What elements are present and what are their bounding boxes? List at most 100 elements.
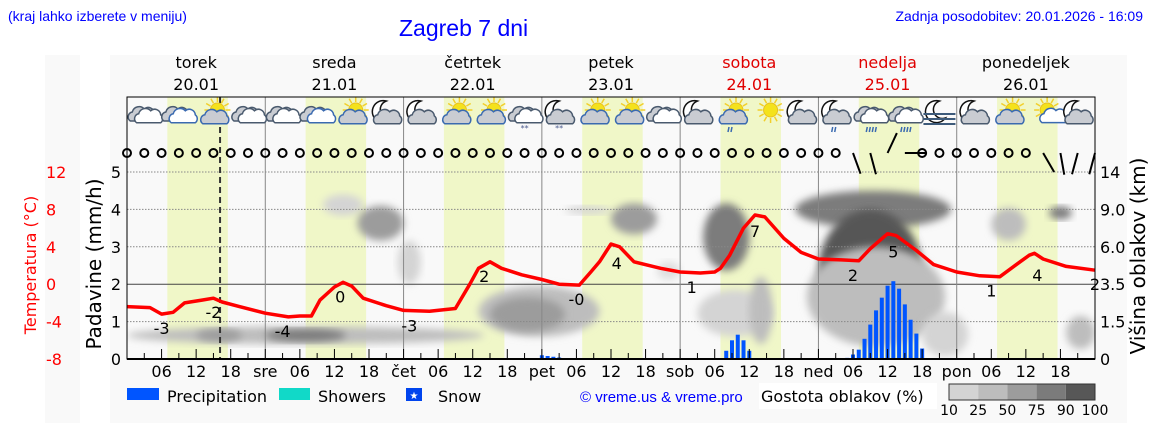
weather-icons: ** ** — [127, 97, 1094, 133]
day-date: 20.01 — [173, 75, 219, 94]
cloud-rain-icon — [853, 105, 890, 133]
precipitation-bar — [741, 340, 746, 359]
wind-barb-icon — [1071, 152, 1079, 175]
temperature-label: -3 — [401, 316, 417, 335]
cloudy-icon — [646, 105, 682, 124]
moon-cloud-snow-icon: ** — [544, 99, 576, 133]
cloud-icon — [372, 108, 403, 125]
sun-ray — [500, 102, 506, 107]
precipitation-bar — [868, 324, 873, 359]
precipitation-bar — [730, 340, 734, 359]
day-date: 24.01 — [726, 75, 772, 94]
colorbar-segment — [978, 384, 1008, 400]
temperature-label: 0 — [335, 287, 345, 306]
calm-wind-icon — [485, 148, 495, 158]
rain-drop — [900, 126, 903, 133]
x-tick-label: 12 — [739, 362, 759, 381]
sun-ray — [620, 102, 626, 107]
calm-wind-icon — [243, 148, 253, 158]
calm-wind-icon — [796, 148, 807, 158]
sun-ray — [638, 102, 644, 107]
temperature-tick: -8 — [46, 350, 62, 369]
x-tick-label: sob — [666, 362, 694, 381]
cloud-patch — [564, 206, 611, 215]
cloud-patch — [611, 203, 658, 235]
sun-ray — [590, 98, 595, 104]
daylight-band — [167, 97, 228, 359]
cloud-height-tick: 3.5 — [1100, 275, 1125, 294]
colorbar-segment — [1036, 384, 1066, 400]
sun-ray — [447, 102, 453, 107]
sun-ray — [635, 98, 640, 104]
sun-icon — [757, 97, 784, 123]
day-headers: torek 20.01 sreda 21.01 četrtek 22.01 petek 23.… — [173, 53, 1070, 94]
wind-barb-icon — [1088, 152, 1096, 175]
sun-cloud-icon — [614, 97, 646, 125]
cloud-patch — [1066, 315, 1095, 350]
x-tick-label: 18 — [1050, 362, 1070, 381]
sun-ray — [763, 116, 768, 122]
precipitation-bar — [902, 304, 907, 359]
copyright-link[interactable]: © vreme.us & vreme.pro — [580, 389, 743, 406]
cloudy-icon — [231, 105, 268, 124]
calm-wind-icon — [294, 148, 305, 158]
rain-drop — [833, 126, 837, 133]
page-title: Zagreb 7 dni — [399, 15, 528, 41]
sun-ray — [777, 102, 783, 107]
precipitation-bar — [897, 288, 902, 359]
precipitation-bar — [862, 338, 867, 359]
calm-wind-icon — [381, 148, 392, 158]
colorbar-frame — [948, 383, 1096, 401]
x-tick-label: 06 — [843, 362, 863, 381]
temperature-label: 4 — [1032, 266, 1042, 285]
day-name: četrtek — [444, 53, 502, 72]
cloud-icon — [614, 108, 645, 125]
legend-showers-label: Showers — [318, 387, 386, 406]
snow-flakes-icon: ** — [555, 124, 563, 133]
precipitation-bar — [735, 334, 740, 359]
x-tick-label: 12 — [1016, 362, 1036, 381]
sun-small-cloud-icon — [1034, 97, 1069, 124]
location-hint-link[interactable]: (kraj lahko izberete v meniju) — [8, 8, 187, 24]
rain-drop — [830, 126, 834, 133]
wind-barb-shaft — [886, 132, 898, 154]
sun-ray — [344, 102, 350, 107]
calm-wind-icon — [761, 148, 772, 158]
moon-cloud-rain-icon — [821, 99, 852, 133]
cloud-icon — [514, 107, 544, 124]
sun-ray — [625, 98, 629, 104]
wind-barb-shaft — [1042, 152, 1056, 173]
colorbar-tick: 100 — [1082, 403, 1109, 419]
moon-fog-icon — [923, 99, 956, 125]
x-tick-label: 12 — [877, 362, 897, 381]
temperature-tick: 4 — [46, 238, 56, 257]
sun-ray — [728, 98, 733, 104]
sun-ray — [223, 102, 230, 107]
temperature-label: -4 — [275, 322, 291, 341]
precipitation-bar — [908, 319, 913, 359]
cloud-patch — [196, 329, 243, 342]
colorbar-tick: 10 — [940, 403, 958, 419]
day-name: torek — [175, 53, 217, 72]
cloud-icon — [683, 108, 714, 125]
colorbar-tick: 50 — [998, 403, 1016, 419]
moon-cloud-icon — [959, 99, 991, 125]
sun-ray — [220, 98, 225, 104]
day-date: 22.01 — [450, 75, 496, 94]
calm-wind-icon — [225, 148, 236, 158]
moon-cloud-icon — [371, 99, 403, 125]
sun-cloud-icon — [199, 97, 231, 125]
cloud-icon — [960, 108, 991, 125]
temperature-label: 1 — [687, 278, 697, 297]
sun-ray — [773, 98, 778, 104]
calm-wind-icon — [813, 148, 824, 158]
sun-cloud-icon — [338, 97, 369, 125]
day-date: 21.01 — [312, 75, 358, 94]
colorbar-segment — [1007, 384, 1037, 400]
snow-star-icon: ★ — [410, 391, 419, 402]
moon-cloud-icon — [406, 99, 437, 125]
rain-drop — [730, 126, 733, 133]
calm-wind-icon — [606, 148, 616, 158]
precip-tick: 2 — [111, 275, 121, 294]
